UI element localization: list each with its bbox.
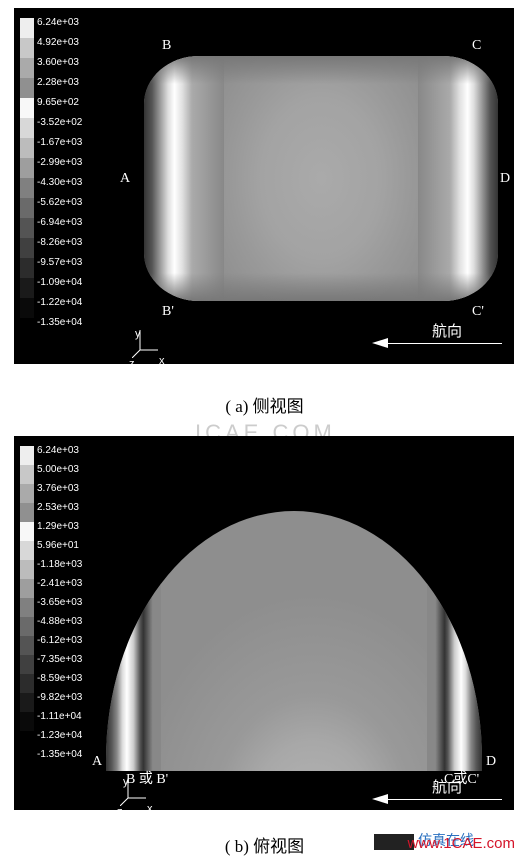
point-label-d: D [500, 171, 510, 187]
watermark-url: www.1CAE.com [407, 835, 515, 852]
top-view-panel: 6.24e+035.00e+033.76e+032.53e+031.29e+03… [14, 436, 514, 810]
scale-tick-label: -5.62e+03 [37, 198, 82, 218]
scale-swatch [20, 541, 34, 560]
scale-tick-label: 1.29e+03 [37, 522, 82, 541]
axis-label: y [135, 328, 141, 340]
axis-label: x [159, 355, 165, 367]
scale-tick-label: -2.99e+03 [37, 158, 82, 178]
scale-tick-label: -7.35e+03 [37, 655, 82, 674]
scale-tick-label: -2.41e+03 [37, 579, 82, 598]
scale-swatch [20, 731, 34, 750]
scale-tick-label: -8.26e+03 [37, 238, 82, 258]
scale-tick-label: -1.35e+04 [37, 318, 82, 338]
contour-shape-a [144, 56, 498, 301]
scale-tick-label: -9.82e+03 [37, 693, 82, 712]
scale-tick-label: -1.23e+04 [37, 731, 82, 750]
heading-arrow-head-a [372, 338, 388, 348]
axis-label: x [147, 803, 153, 815]
scale-tick-label: -8.59e+03 [37, 674, 82, 693]
scale-tick-label: 9.65e+02 [37, 98, 82, 118]
scale-swatch [20, 465, 34, 484]
scale-swatch [20, 655, 34, 674]
scale-swatch [20, 298, 34, 318]
scale-tick-label: -4.88e+03 [37, 617, 82, 636]
scale-swatch [20, 484, 34, 503]
scale-swatch [20, 98, 34, 118]
color-scale-b: 6.24e+035.00e+033.76e+032.53e+031.29e+03… [20, 446, 82, 769]
scale-swatch [20, 178, 34, 198]
scale-swatch [20, 238, 34, 258]
scale-swatch [20, 693, 34, 712]
point-label-b: B [162, 38, 171, 54]
scale-tick-label: 3.76e+03 [37, 484, 82, 503]
scale-swatch [20, 617, 34, 636]
scale-tick-label: -1.11e+04 [37, 712, 82, 731]
side-view-panel: 6.24e+034.92e+033.60e+032.28e+039.65e+02… [14, 8, 514, 364]
caption-a: ( a) 侧视图 [0, 392, 529, 417]
scale-swatch [20, 636, 34, 655]
scale-tick-label: -4.30e+03 [37, 178, 82, 198]
scale-tick-label: 4.92e+03 [37, 38, 82, 58]
scale-swatch [20, 579, 34, 598]
axis-label: y [123, 776, 129, 788]
scale-tick-label: 2.53e+03 [37, 503, 82, 522]
scale-swatch [20, 138, 34, 158]
scale-tick-label: -1.35e+04 [37, 750, 82, 769]
scale-tick-label: 6.24e+03 [37, 18, 82, 38]
scale-tick-label: -1.18e+03 [37, 560, 82, 579]
heading-label-a: 航向 [432, 320, 462, 341]
scale-swatch [20, 560, 34, 579]
scale-tick-label: 3.60e+03 [37, 58, 82, 78]
heading-label-b: 航向 [432, 776, 462, 797]
scale-swatch [20, 258, 34, 278]
scale-swatch [20, 218, 34, 238]
scale-tick-label: 5.96e+01 [37, 541, 82, 560]
scale-swatch [20, 278, 34, 298]
scale-swatch [20, 58, 34, 78]
scale-tick-label: -1.67e+03 [37, 138, 82, 158]
scale-tick-label: -6.94e+03 [37, 218, 82, 238]
point-label-bp: B' [162, 304, 174, 320]
point-label-c: C [472, 38, 481, 54]
heading-arrow-line-a [384, 343, 502, 344]
scale-tick-label: -3.52e+02 [37, 118, 82, 138]
scale-tick-label: -1.22e+04 [37, 298, 82, 318]
scale-swatch [20, 446, 34, 465]
scale-swatch [20, 198, 34, 218]
heading-arrow-line-b [384, 799, 502, 800]
scale-swatch [20, 712, 34, 731]
scale-swatch [20, 522, 34, 541]
axis-label: z [117, 806, 123, 818]
point-label-a: A [120, 171, 130, 187]
scale-swatch [20, 38, 34, 58]
axis-label: z [129, 358, 135, 370]
scale-tick-label: -3.65e+03 [37, 598, 82, 617]
scale-swatch [20, 18, 34, 38]
scale-tick-label: 5.00e+03 [37, 465, 82, 484]
point-label-cp: C' [472, 304, 484, 320]
color-scale-a: 6.24e+034.92e+033.60e+032.28e+039.65e+02… [20, 18, 82, 338]
scale-swatch [20, 598, 34, 617]
scale-swatch [20, 158, 34, 178]
scale-tick-label: -1.09e+04 [37, 278, 82, 298]
scale-tick-label: -6.12e+03 [37, 636, 82, 655]
point-label-a: A [92, 754, 102, 770]
scale-tick-label: 2.28e+03 [37, 78, 82, 98]
contour-shape-b [106, 511, 482, 771]
heading-arrow-head-b [372, 794, 388, 804]
point-label-d: D [486, 754, 496, 770]
scale-swatch [20, 503, 34, 522]
scale-tick-label: 6.24e+03 [37, 446, 82, 465]
scale-swatch [20, 674, 34, 693]
scale-swatch [20, 118, 34, 138]
scale-swatch [20, 78, 34, 98]
scale-tick-label: -9.57e+03 [37, 258, 82, 278]
